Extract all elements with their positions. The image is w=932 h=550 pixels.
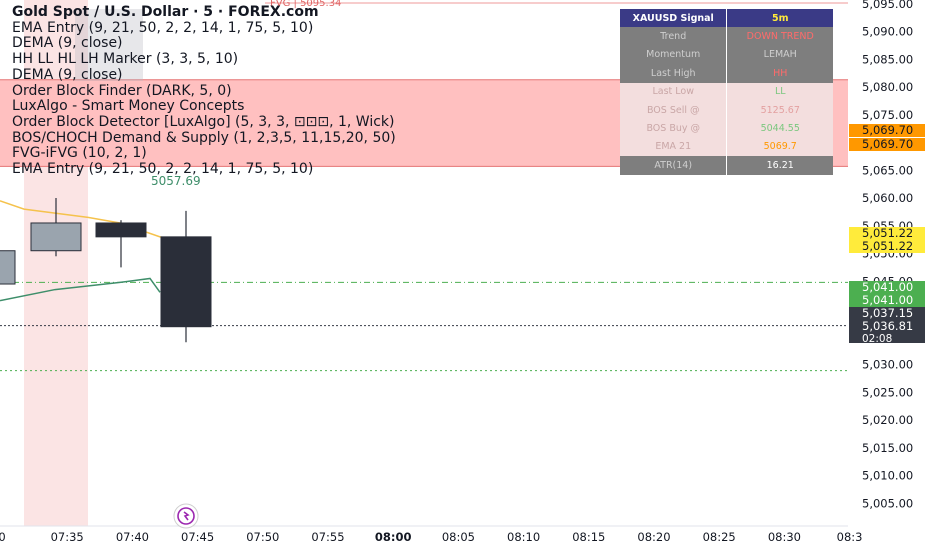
- signal-label-trend: Trend: [620, 27, 728, 46]
- signal-label-ema21: EMA 21: [620, 137, 728, 157]
- x-tick-label: 08:30: [768, 530, 801, 544]
- legend-order-block-finder[interactable]: Order Block Finder (DARK, 5, 0): [12, 82, 232, 99]
- price-tag-bg: [849, 124, 925, 137]
- signal-value-bos-sell: 5125.67: [726, 100, 833, 120]
- legend-fvg-ifvg[interactable]: FVG-iFVG (10, 2, 1): [12, 145, 147, 162]
- candle-body: [0, 250, 16, 285]
- price-tag-bg: [849, 281, 925, 294]
- x-tick-label: 08:10: [507, 530, 540, 544]
- y-tick-label: 5,065.00: [862, 163, 913, 177]
- signal-value-trend: DOWN TREND: [726, 27, 833, 46]
- x-tick-label: 08:25: [703, 530, 736, 544]
- y-tick-label: 5,005.00: [862, 496, 913, 510]
- signal-label-bos-buy: BOS Buy @: [620, 119, 728, 138]
- signal-value-bos-buy: 5044.55: [726, 119, 833, 138]
- signal-header-label: XAUUSD Signal: [620, 9, 728, 28]
- signal-value-ema21: 5069.7: [726, 137, 833, 157]
- legend-ema-entry-2[interactable]: EMA Entry (9, 21, 50, 2, 2, 14, 1, 75, 5…: [12, 161, 314, 178]
- y-tick-label: 5,085.00: [862, 52, 913, 66]
- signal-value-last-low: LL: [726, 82, 833, 101]
- legend-hh-ll-marker[interactable]: HH LL HL LH Marker (3, 3, 5, 10): [12, 51, 239, 68]
- y-tick-label: 5,095.00: [862, 0, 913, 11]
- candle-body: [160, 236, 212, 328]
- x-tick-label: 08:05: [442, 530, 475, 544]
- candle-07:45[interactable]: [160, 210, 212, 343]
- price-tag-label: 5,041.00: [862, 280, 913, 294]
- replay-icon[interactable]: [173, 503, 199, 529]
- legend-luxalgo-smc[interactable]: LuxAlgo - Smart Money Concepts: [12, 98, 245, 115]
- price-tag-label: 5,051.22: [862, 239, 913, 253]
- signal-value-last-high: HH: [726, 64, 833, 83]
- x-tick-label: 07:55: [311, 530, 344, 544]
- price-tag-label: 5,069.70: [862, 137, 913, 151]
- x-tick-label: 0: [0, 530, 6, 544]
- indicator-legend: Gold Spot / U.S. Dollar · 5 · FOREX.com …: [12, 4, 396, 178]
- candle-body: [95, 222, 147, 238]
- price-tag-bg: [849, 227, 925, 240]
- signal-label-atr: ATR(14): [620, 156, 728, 175]
- price-tag-bg: [849, 320, 925, 343]
- candle-07:35[interactable]: [30, 198, 82, 257]
- x-tick-label: 07:35: [51, 530, 84, 544]
- price-tag-label: 5,069.70: [862, 123, 913, 137]
- legend-bos-choch[interactable]: BOS/CHOCH Demand & Supply (1, 2,3,5, 11,…: [12, 129, 396, 146]
- x-tick-label: 08:3: [837, 530, 863, 544]
- legend-ema-entry[interactable]: EMA Entry (9, 21, 50, 2, 2, 14, 1, 75, 5…: [12, 19, 314, 36]
- x-tick-label: 08:15: [572, 530, 605, 544]
- price-tag-label: 5,051.22: [862, 226, 913, 240]
- y-tick-label: 5,010.00: [862, 469, 913, 483]
- signal-label-last-high: Last High: [620, 64, 728, 83]
- price-tag-bg: [849, 294, 925, 307]
- x-tick-label: 08:20: [637, 530, 670, 544]
- y-tick-label: 5,015.00: [862, 441, 913, 455]
- fvg-label: FVG | 5095.34: [270, 0, 341, 9]
- signal-header-timeframe: 5m: [726, 9, 833, 28]
- signal-table: XAUUSD Signal 5m Trend DOWN TREND Moment…: [620, 9, 833, 175]
- price-tag-label: 5,037.15: [862, 306, 913, 320]
- x-tick-label: 07:40: [116, 530, 149, 544]
- signal-value-atr: 16.21: [726, 156, 833, 175]
- signal-value-momentum: LEMAH: [726, 45, 833, 65]
- y-tick-label: 5,025.00: [862, 385, 913, 399]
- candle-07:30[interactable]: [0, 242, 16, 286]
- fvg-box: [75, 9, 143, 81]
- x-tick-label: 08:00: [375, 530, 412, 544]
- x-tick-label: 07:45: [181, 530, 214, 544]
- signal-label-momentum: Momentum: [620, 45, 728, 65]
- countdown-label: 02:08: [862, 333, 892, 345]
- legend-dema-2[interactable]: DEMA (9, close): [12, 66, 123, 83]
- candle-body: [30, 222, 82, 252]
- signal-label-bos-sell: BOS Sell @: [620, 100, 728, 120]
- legend-dema[interactable]: DEMA (9, close): [12, 35, 123, 52]
- price-tag-bg: [849, 240, 925, 253]
- y-tick-label: 5,060.00: [862, 191, 913, 205]
- legend-order-block-detector[interactable]: Order Block Detector [LuxAlgo] (5, 3, 3,…: [12, 113, 395, 130]
- ema-line-green: [0, 277, 161, 302]
- y-tick-label: 5,090.00: [862, 25, 913, 39]
- high-price-label: 5057.69: [151, 174, 201, 188]
- y-tick-label: 5,030.00: [862, 358, 913, 372]
- x-tick-label: 07:50: [246, 530, 279, 544]
- y-tick-label: 5,075.00: [862, 108, 913, 122]
- price-tag-label: 5,036.81: [862, 319, 913, 333]
- y-tick-label: 5,080.00: [862, 80, 913, 94]
- legend-symbol-title[interactable]: Gold Spot / U.S. Dollar · 5 · FOREX.com: [12, 4, 319, 20]
- candle-07:40[interactable]: [95, 220, 147, 268]
- y-tick-label: 5,020.00: [862, 413, 913, 427]
- price-tag-label: 5,041.00: [862, 293, 913, 307]
- signal-label-last-low: Last Low: [620, 82, 728, 101]
- price-tag-bg: [849, 307, 925, 320]
- price-tag-bg: [849, 138, 925, 151]
